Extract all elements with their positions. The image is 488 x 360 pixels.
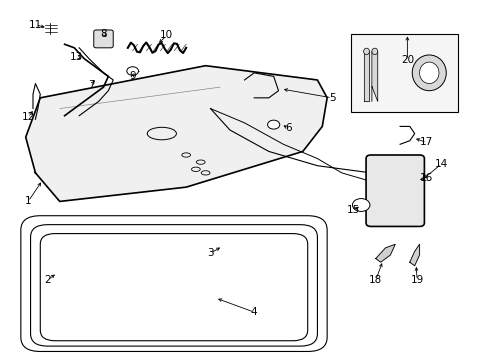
FancyBboxPatch shape <box>94 30 113 48</box>
Text: 14: 14 <box>434 159 447 169</box>
Circle shape <box>126 67 138 75</box>
Text: 10: 10 <box>160 30 173 40</box>
Polygon shape <box>26 66 326 202</box>
Text: 16: 16 <box>419 173 432 183</box>
Bar <box>351 33 458 112</box>
Text: 20: 20 <box>400 55 413 65</box>
Text: 5: 5 <box>328 93 335 103</box>
Text: 15: 15 <box>346 205 360 215</box>
Ellipse shape <box>363 48 369 55</box>
Text: 8: 8 <box>100 28 106 39</box>
FancyBboxPatch shape <box>366 155 424 226</box>
Circle shape <box>352 199 369 211</box>
Text: 13: 13 <box>70 52 83 62</box>
Text: 18: 18 <box>368 275 382 285</box>
Ellipse shape <box>371 48 377 55</box>
Ellipse shape <box>267 120 279 129</box>
Ellipse shape <box>419 62 438 84</box>
Text: 17: 17 <box>419 138 432 148</box>
Text: 6: 6 <box>285 123 291 133</box>
Text: 3: 3 <box>207 248 213 258</box>
Text: 9: 9 <box>129 71 136 81</box>
Text: 7: 7 <box>88 80 95 90</box>
Ellipse shape <box>411 55 446 91</box>
Polygon shape <box>409 244 419 266</box>
Text: 11: 11 <box>29 19 42 30</box>
Text: 19: 19 <box>409 275 423 285</box>
Polygon shape <box>371 51 377 102</box>
Text: 12: 12 <box>21 112 35 122</box>
Polygon shape <box>363 51 369 102</box>
Text: 1: 1 <box>25 197 31 206</box>
Polygon shape <box>375 244 394 262</box>
Text: 2: 2 <box>44 275 51 285</box>
Text: 4: 4 <box>250 307 257 317</box>
